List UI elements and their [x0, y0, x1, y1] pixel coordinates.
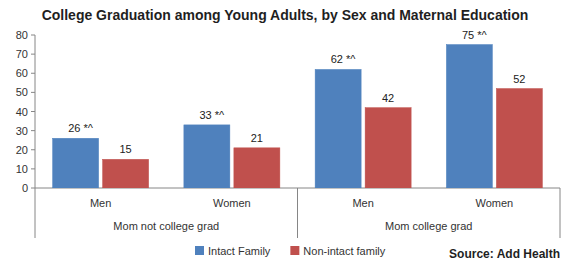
y-tick	[31, 188, 35, 189]
y-tick-label: 70	[16, 48, 28, 60]
bar	[103, 159, 149, 188]
y-tick	[31, 73, 35, 74]
legend-swatch	[290, 246, 299, 255]
y-tick-label: 0	[22, 182, 28, 194]
y-tick	[31, 111, 35, 112]
y-tick-label: 40	[16, 106, 28, 118]
y-tick-label: 30	[16, 125, 28, 137]
x-tick-label: Women	[213, 197, 251, 209]
x-tick-label: Women	[476, 197, 514, 209]
data-label: 75 *^	[462, 29, 488, 41]
y-tick	[31, 35, 35, 36]
group-separator	[297, 188, 298, 238]
legend-swatch	[195, 246, 204, 255]
legend-label: Intact Family	[208, 245, 271, 257]
data-label: 33 *^	[200, 109, 226, 121]
y-tick	[31, 130, 35, 131]
data-label: 15	[120, 143, 132, 155]
y-tick-label: 50	[16, 86, 28, 98]
source: Source: Add Health	[449, 247, 560, 261]
y-axis	[35, 35, 36, 188]
data-label: 26 *^	[68, 122, 94, 134]
group-separator	[35, 188, 36, 238]
legend: Intact Family Non-intact family	[195, 245, 386, 257]
y-tick	[31, 168, 35, 169]
title: College Graduation among Young Adults, b…	[42, 7, 529, 23]
x-tick-label: Men	[352, 197, 373, 209]
y-tick	[31, 149, 35, 150]
y-tick	[31, 54, 35, 55]
data-label: 21	[251, 132, 263, 144]
chart-svg: College Graduation among Young Adults, b…	[0, 0, 570, 270]
data-label: 52	[513, 73, 525, 85]
chart-container: College Graduation among Young Adults, b…	[0, 0, 570, 270]
bar	[234, 148, 280, 188]
bar	[315, 69, 361, 188]
data-labels: 26 *^ 33 *^ 62 *^ 75 *^ 15 21 42 52	[68, 29, 525, 156]
bar	[184, 125, 230, 188]
bar	[496, 89, 542, 188]
y-tick	[31, 92, 35, 93]
group-label: Mom college grad	[385, 220, 472, 232]
y-tick-label: 20	[16, 144, 28, 156]
bars	[53, 45, 543, 188]
legend-label: Non-intact family	[303, 245, 385, 257]
y-tick-label: 10	[16, 163, 28, 175]
x-tick-label: Men	[90, 197, 111, 209]
group-separator	[560, 188, 561, 238]
y-tick-label: 60	[16, 67, 28, 79]
bar	[53, 138, 99, 188]
data-label: 62 *^	[331, 53, 357, 65]
bar	[446, 45, 492, 188]
data-label: 42	[382, 92, 394, 104]
group-label: Mom not college grad	[113, 220, 219, 232]
bar	[365, 108, 411, 188]
y-tick-label: 80	[16, 29, 28, 41]
